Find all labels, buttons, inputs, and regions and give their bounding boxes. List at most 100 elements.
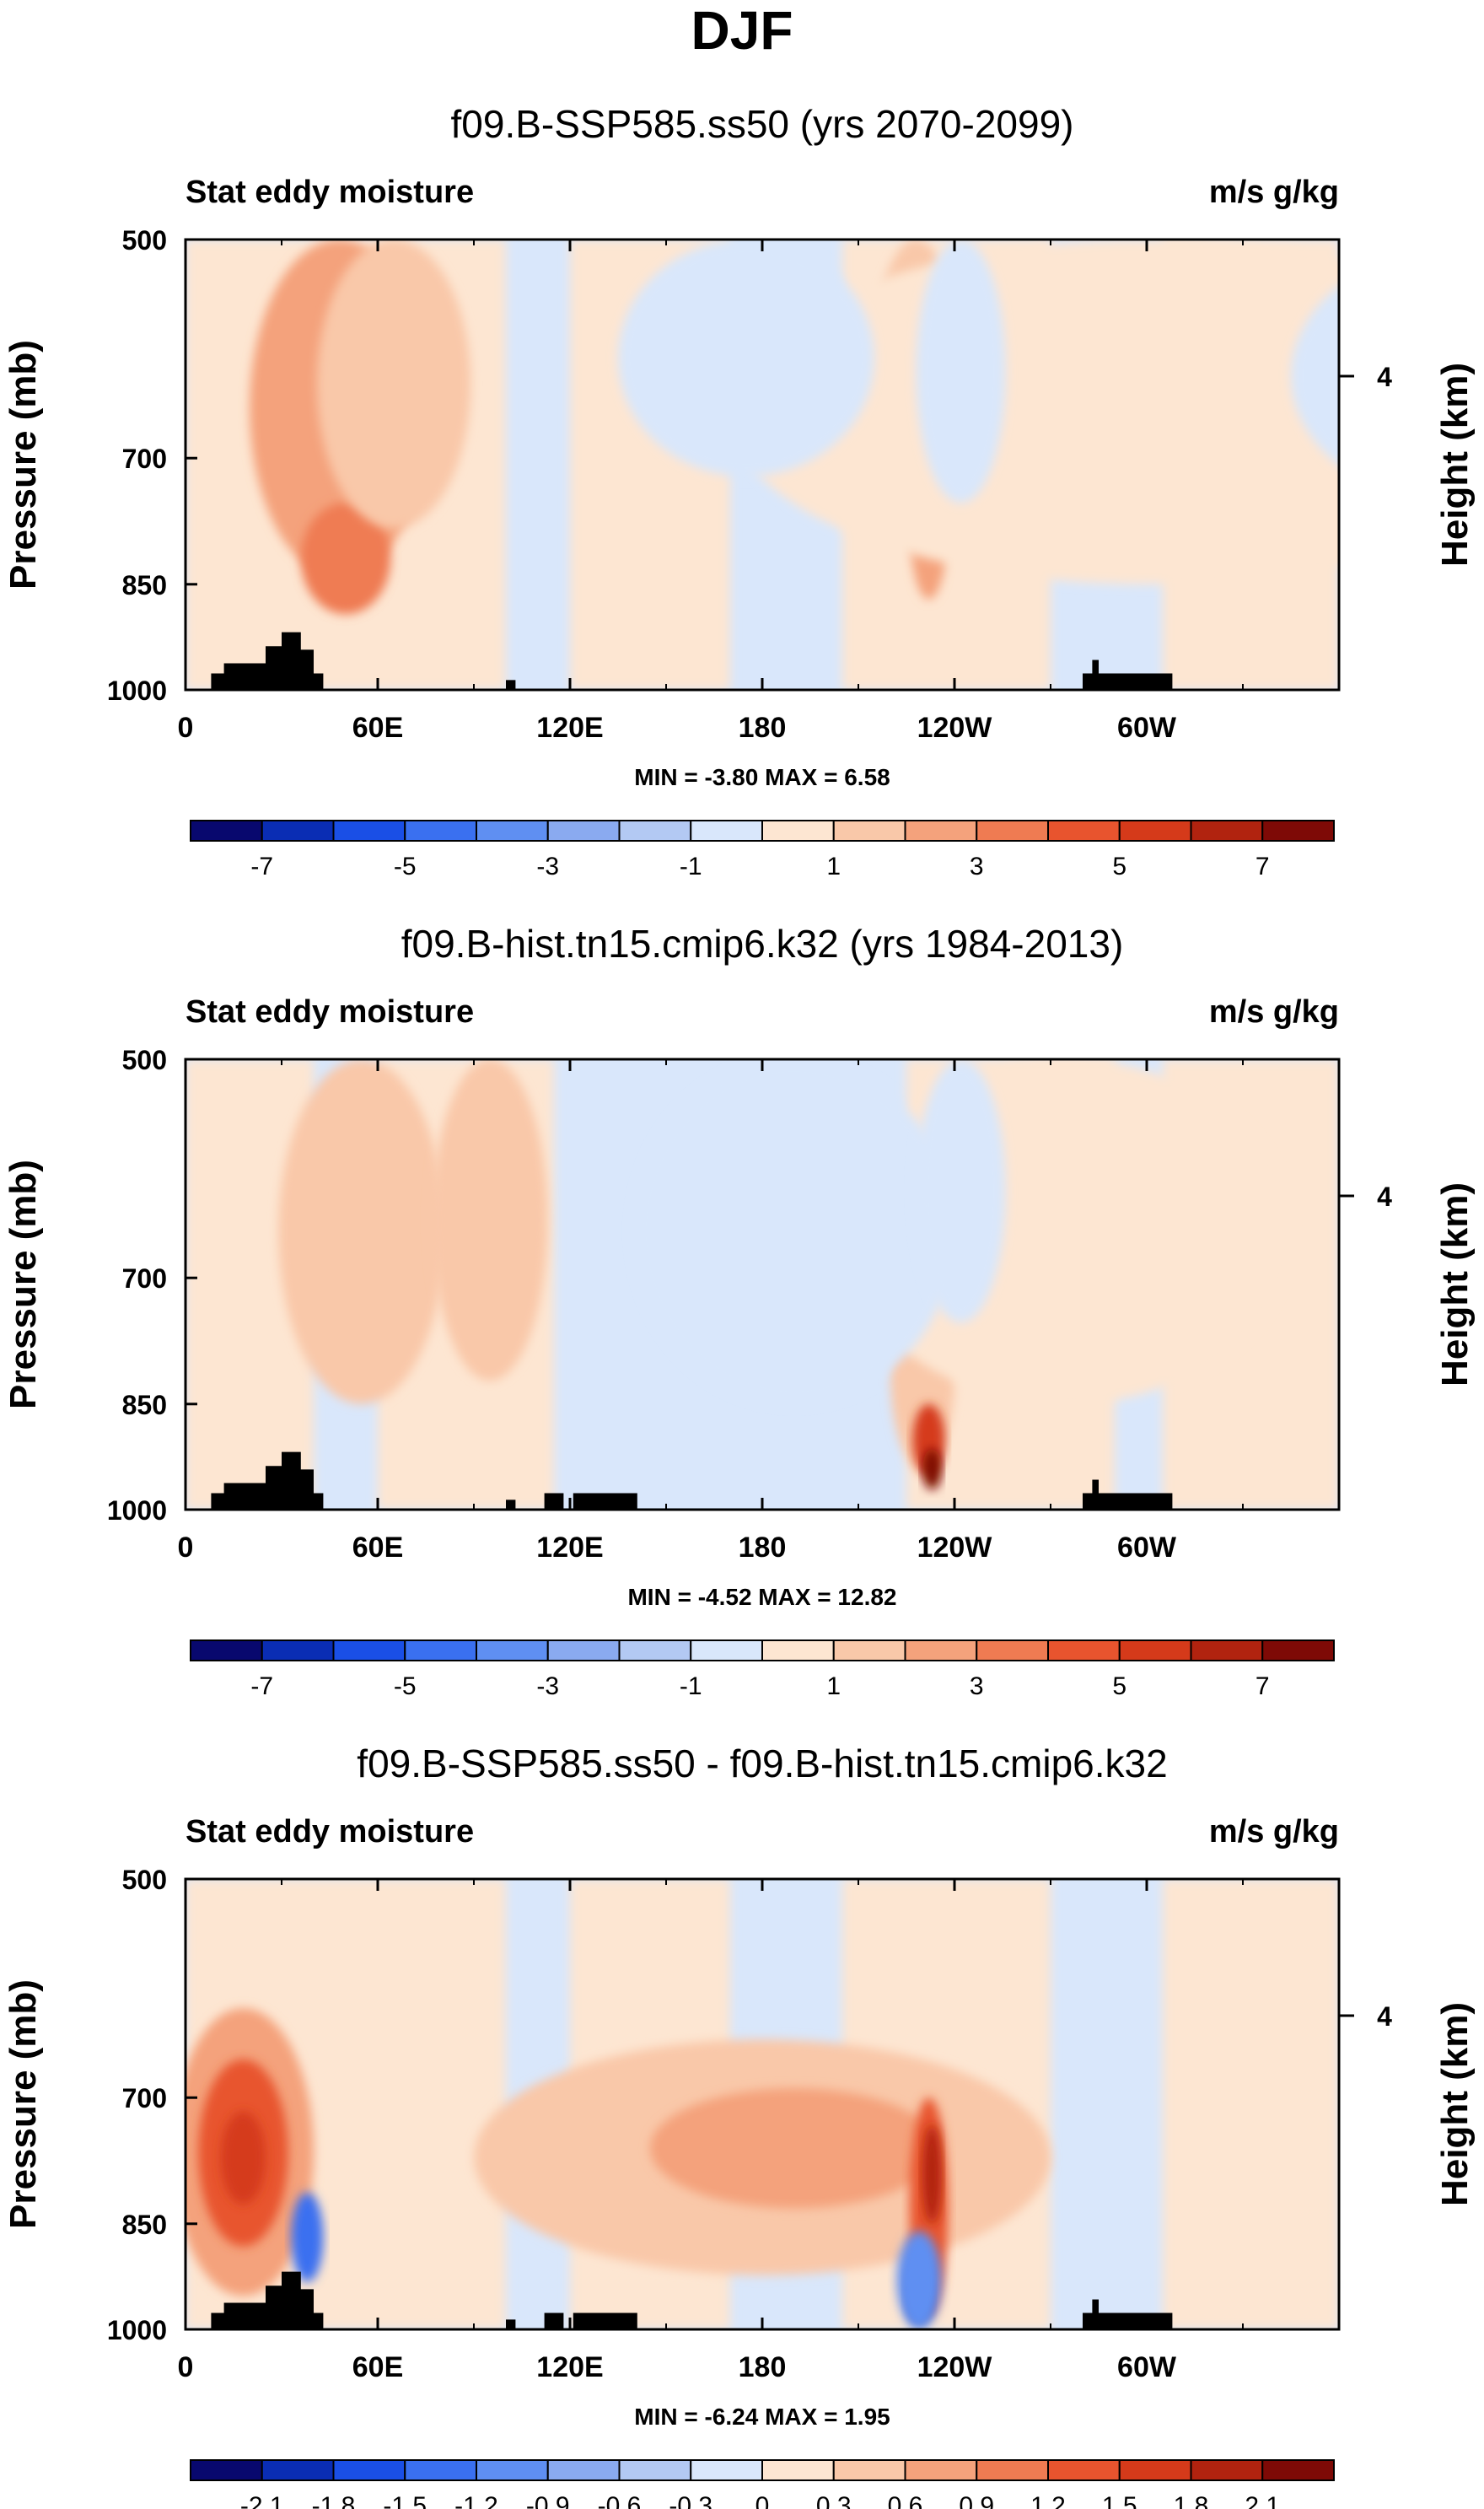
colorbar-swatch [1047,1639,1121,1661]
contour-blob [650,2088,938,2209]
x-tick-label: 120E [536,712,603,744]
colorbar-swatch [690,820,763,842]
panel-title: f09.B-hist.tn15.cmip6.k32 (yrs 1984-2013… [401,922,1124,966]
panel-2: f09.B-hist.tn15.cmip6.k32 (yrs 1984-2013… [3,922,1476,1700]
panel-left-label: Stat eddy moisture [186,994,474,1030]
topography-mask [211,1451,324,1510]
axis-ticks: 0 60E 120E 180 120W 60W 500 700 850 1000 4 [107,1045,1392,1564]
contour-blob [278,1059,445,1404]
colorbar-swatch [761,820,835,842]
x-tick-label: 180 [739,2351,787,2383]
y-axis-right-label: Height (km) [1434,1182,1476,1386]
colorbar-swatch [546,2459,621,2481]
x-tick-label: 120W [917,1532,993,1564]
contour-blob [618,240,874,476]
x-tick-label: 180 [739,712,787,744]
min-max-stats: MIN = -6.24 MAX = 1.95 [634,2404,890,2430]
colorbar-label: 5 [1112,1672,1126,1700]
x-tick-label: 60E [352,2351,404,2383]
colorbar-swatch [476,2459,549,2481]
y-tick-label: 850 [122,1390,167,1420]
topography-mask [1083,673,1173,690]
colorbar-label: -7 [250,1672,273,1700]
contour-blob [432,1059,548,1381]
contour-blob [730,240,1339,584]
plot-area [186,240,1339,690]
y-tick-label: 850 [122,570,167,600]
x-tick-label: 120E [536,1532,603,1564]
y-axis-right-label: Height (km) [1434,2002,1476,2206]
topography-mask [1092,1479,1099,1510]
topography-mask [1083,1493,1173,1510]
colorbar-label: 2.1 [1245,2492,1280,2509]
contour-blob [291,2192,324,2283]
colorbar-swatch [904,1639,978,1661]
topography-mask [211,2271,324,2329]
colorbar-swatch [904,2459,978,2481]
y-axis-label: Pressure (mb) [3,1160,44,1409]
colorbar-swatch [332,1639,406,1661]
colorbar-label: -3 [536,853,559,880]
contour-blob [922,2124,942,2224]
x-tick-label: 60W [1117,2351,1177,2383]
min-max-stats: MIN = -4.52 MAX = 12.82 [627,1584,896,1610]
colorbar-swatch [1118,2459,1192,2481]
topography-mask [573,1493,637,1510]
colorbar-swatch [476,820,549,842]
panel-left-label: Stat eddy moisture [186,175,474,210]
y-tick-label: 500 [122,1045,167,1075]
panel-units-label: m/s g/kg [1209,994,1339,1030]
panel-title: f09.B-SSP585.ss50 - f09.B-hist.tn15.cmip… [357,1742,1167,1785]
colorbar-label: -2.1 [240,2492,284,2509]
colorbar-swatch [332,2459,406,2481]
colorbar-label: -0.9 [526,2492,570,2509]
colorbar-label: 3 [970,853,984,880]
colorbar-label: -3 [536,1672,559,1700]
y-tick-label: 500 [122,1865,167,1895]
colorbar-label: 7 [1255,1672,1270,1700]
x-tick-label: 60W [1117,712,1177,744]
colorbar-swatch [190,2459,263,2481]
colorbar-swatch [1190,820,1264,842]
y-tick-label: 700 [122,1263,167,1294]
x-tick-label: 60E [352,1532,404,1564]
colorbar-swatch [618,2459,692,2481]
colorbar-label: -5 [394,1672,417,1700]
axis-ticks: 0 60E 120E 180 120W 60W 500 700 850 1000 4 [107,1865,1392,2383]
panel-units-label: m/s g/kg [1209,1814,1339,1849]
x-tick-label: 120W [917,2351,993,2383]
colorbar-label: -1.8 [312,2492,356,2509]
colorbar-label: 0 [755,2492,770,2509]
colorbar-swatch [832,2459,906,2481]
x-tick-label: 120E [536,2351,603,2383]
panel-3: f09.B-SSP585.ss50 - f09.B-hist.tn15.cmip… [3,1742,1476,2509]
colorbar-swatch [1047,2459,1121,2481]
x-tick-label: 0 [178,2351,194,2383]
colorbar-label: -1.2 [454,2492,498,2509]
topography-mask [1092,2299,1099,2329]
contour-blob [300,503,391,615]
colorbar-label: 0.6 [888,2492,923,2509]
topography-mask [506,2319,516,2329]
colorbar-swatch [1261,2459,1335,2481]
colorbar-swatch [976,820,1049,842]
panel-units-label: m/s g/kg [1209,175,1339,210]
plot-area [186,1059,1339,1510]
colorbar-label: 1.8 [1174,2492,1209,2509]
panel-1: f09.B-SSP585.ss50 (yrs 2070-2099) Stat e… [3,102,1476,880]
topography-mask [573,2312,637,2329]
contour-blob [922,1448,942,1490]
colorbar: -7 -5 -3 -1 1 3 5 7 [190,1639,1335,1700]
colorbar-label: 0.9 [959,2492,994,2509]
colorbar-swatch [261,1639,335,1661]
colorbar-swatch [1261,1639,1335,1661]
topography-mask [544,1493,564,1510]
colorbar-swatch [761,2459,835,2481]
y-axis-label: Pressure (mb) [3,1979,44,2229]
colorbar-label: -1.5 [383,2492,427,2509]
contour-blob [316,240,471,529]
colorbar-label: -0.6 [598,2492,642,2509]
colorbar-swatch [1047,820,1121,842]
colorbar: -2.1 -1.8 -1.5 -1.2 -0.9 -0.6 -0.3 0 0.3 0.6 0.9 1.… [190,2459,1335,2509]
